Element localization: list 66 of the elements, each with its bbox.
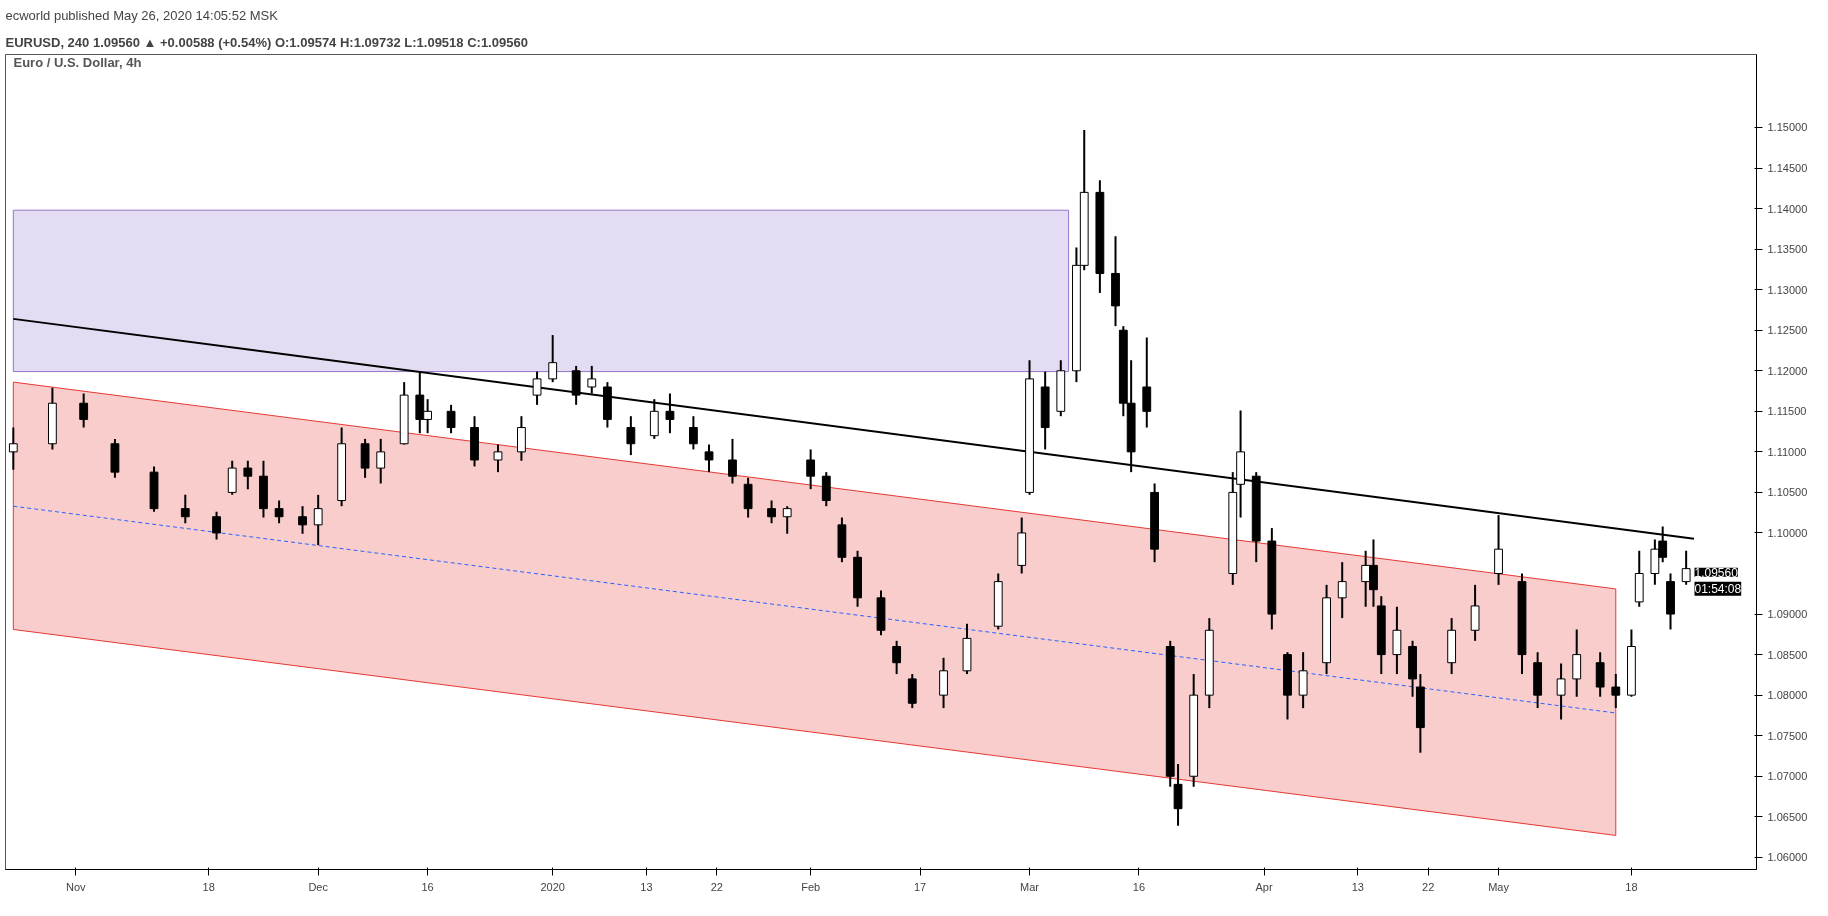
annotation: 01:54:08 [1694, 581, 1742, 596]
y-tick-label: 1.06000 [1767, 851, 1808, 864]
x-tick-label: Dec [308, 880, 329, 893]
x-tick-label: 17 [913, 880, 927, 893]
x-tick-label: Feb [801, 880, 821, 893]
candlestick [806, 448, 816, 491]
candlestick [180, 493, 190, 525]
candlestick [313, 493, 323, 547]
y-tick-label: 1.08500 [1767, 648, 1808, 661]
x-tick-label: Nov [66, 880, 87, 893]
candlestick [376, 437, 386, 485]
y-tick-label: 1.11500 [1767, 405, 1807, 418]
candlestick [548, 334, 558, 384]
candlestick [704, 443, 714, 474]
candlestick [626, 415, 636, 457]
y-tick-label: 1.07500 [1767, 729, 1808, 742]
y-tick-label: 1.10000 [1767, 526, 1808, 539]
candlestick [665, 392, 675, 435]
y-tick-label: 1.14500 [1767, 162, 1808, 175]
candlestick [892, 639, 902, 676]
candlestick [1681, 549, 1691, 586]
y-tick-label: 1.10500 [1767, 486, 1808, 499]
y-tick-label: 1.11000 [1767, 445, 1807, 458]
chart-subtitle: EURUSD, 240 1.09560 ▲ +0.00588 (+0.54%) O:1.09574 H:1.09732 L:1.09518 C:1.09560 [5, 34, 528, 50]
x-tick-label: Mar [1020, 880, 1040, 893]
y-tick-label: 1.12000 [1767, 364, 1808, 377]
x-tick-label: 22 [1422, 880, 1435, 893]
candlestick [767, 499, 776, 525]
x-tick-label: 16 [421, 880, 434, 893]
y-tick-label: 1.06500 [1767, 810, 1808, 823]
candlestick [1611, 673, 1621, 710]
candlestick [587, 364, 597, 395]
candlestick [1337, 561, 1347, 620]
candlestick [8, 426, 18, 471]
candlestick [728, 437, 737, 485]
candlestick [298, 505, 307, 535]
x-tick-label: 18 [202, 880, 215, 893]
y-tick-label: 1.15000 [1767, 121, 1808, 134]
y-tick-label: 1.13500 [1767, 243, 1808, 256]
candlestick [782, 505, 792, 535]
x-tick-label: 2020 [540, 880, 565, 893]
x-tick-label: 22 [710, 880, 723, 893]
y-tick-label: 1.12500 [1767, 324, 1808, 337]
chart-title: Euro / U.S. Dollar, 4h [13, 54, 142, 70]
y-tick-label: 1.14000 [1767, 202, 1808, 215]
candlestick [532, 370, 542, 406]
y-tick-label: 1.08000 [1767, 689, 1808, 702]
y-tick-label: 1.07000 [1767, 770, 1808, 783]
candlestick [79, 392, 89, 429]
candlestick [493, 443, 503, 474]
y-tick-label: 1.13000 [1767, 283, 1808, 296]
candlestick [1556, 662, 1566, 721]
x-tick-label: 13 [1351, 880, 1364, 893]
annotation: 1.09560 [1694, 565, 1739, 580]
text: ecworld published May 26, 2020 14:05:52 MSK [5, 7, 279, 23]
candlestick [243, 459, 253, 491]
x-tick-label: 18 [1625, 880, 1638, 893]
candlestick [446, 403, 456, 435]
x-tick-label: Apr [1255, 880, 1273, 893]
y-tick-label: 1.09000 [1767, 608, 1808, 621]
candlestick [688, 415, 698, 451]
x-tick-label: 13 [640, 880, 653, 893]
x-tick-label: May [1488, 880, 1510, 893]
candlestick [212, 510, 221, 541]
candlestick [274, 499, 284, 525]
x-tick-label: 16 [1132, 880, 1146, 893]
